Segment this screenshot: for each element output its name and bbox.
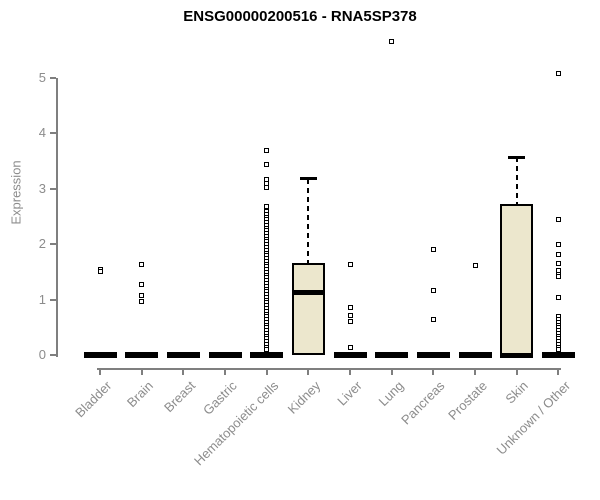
whisker-cap xyxy=(508,155,526,159)
y-tick-label: 5 xyxy=(38,70,46,85)
median-line xyxy=(291,290,325,296)
x-axis-tick xyxy=(557,368,560,375)
outlier-point xyxy=(97,269,103,275)
zero-box-bar xyxy=(208,352,242,358)
y-axis-tick xyxy=(50,77,56,79)
outlier-point xyxy=(139,299,145,305)
zero-box-bar xyxy=(541,352,575,358)
outlier-point xyxy=(430,317,436,323)
y-axis-tick xyxy=(50,132,56,135)
outlier-point xyxy=(264,204,270,210)
x-category-label: Skin xyxy=(502,378,532,407)
x-axis-tick xyxy=(432,368,435,375)
x-axis-tick xyxy=(474,368,477,375)
box-rect xyxy=(500,204,534,355)
outlier-point xyxy=(555,261,561,267)
outlier-point xyxy=(555,346,561,352)
y-axis-tick xyxy=(50,187,56,190)
outlier-point xyxy=(347,312,353,318)
outlier-point xyxy=(347,344,353,350)
y-tick-label: 1 xyxy=(38,291,46,307)
x-category-label: Liver xyxy=(334,378,365,409)
x-category-label: Prostate xyxy=(444,378,490,423)
y-axis-line xyxy=(56,78,58,357)
x-axis-tick xyxy=(224,368,226,375)
outlier-point xyxy=(430,288,436,294)
outlier-point xyxy=(555,242,561,248)
y-axis-tick xyxy=(50,243,56,246)
outlier-point xyxy=(264,184,270,190)
x-category-label: Gastric xyxy=(199,378,240,418)
outlier-point xyxy=(139,261,145,267)
outlier-point xyxy=(555,274,561,280)
whisker-line xyxy=(307,178,310,264)
x-axis-tick xyxy=(390,368,393,375)
zero-box-bar xyxy=(125,352,159,358)
y-tick-label: 3 xyxy=(38,180,46,196)
outlier-point xyxy=(264,346,270,352)
x-category-label: Breast xyxy=(160,378,198,416)
x-axis-tick xyxy=(265,368,268,375)
y-tick-label: 2 xyxy=(38,236,46,252)
zero-box-bar xyxy=(333,352,367,358)
outlier-point xyxy=(555,71,561,77)
outlier-point xyxy=(264,162,270,168)
zero-box-bar xyxy=(250,352,284,358)
outlier-point xyxy=(139,282,145,288)
outlier-point xyxy=(555,294,561,300)
zero-box-bar xyxy=(83,352,117,358)
x-axis-line xyxy=(97,368,561,370)
y-axis-tick xyxy=(50,354,56,356)
outlier-point xyxy=(347,318,353,324)
chart-title: ENSG00000200516 - RNA5SP378 xyxy=(183,8,417,25)
y-tick-label: 0 xyxy=(38,347,46,362)
x-category-label: Unknown / Other xyxy=(493,378,573,458)
x-category-label: Bladder xyxy=(72,378,115,421)
outlier-point xyxy=(389,39,395,45)
x-axis-tick xyxy=(182,368,185,375)
outlier-point xyxy=(555,251,561,257)
x-axis-tick xyxy=(515,368,518,375)
outlier-point xyxy=(347,261,353,267)
x-axis-tick xyxy=(307,368,310,375)
x-axis-tick xyxy=(349,368,352,375)
y-axis-tick xyxy=(50,298,56,301)
zero-box-bar xyxy=(166,352,200,358)
whisker-line xyxy=(515,157,518,205)
x-category-label: Kidney xyxy=(284,378,323,417)
zero-box-bar xyxy=(416,352,450,358)
outlier-point xyxy=(472,263,478,269)
x-axis-tick xyxy=(99,368,101,375)
y-tick-label: 4 xyxy=(38,125,46,141)
x-category-label: Lung xyxy=(375,378,407,410)
x-category-label: Pancreas xyxy=(398,378,448,428)
whisker-cap xyxy=(299,177,317,181)
outlier-point xyxy=(139,292,145,298)
outlier-point xyxy=(347,304,353,310)
x-category-label: Brain xyxy=(124,378,157,411)
x-axis-tick xyxy=(140,368,143,375)
outlier-point xyxy=(430,247,436,253)
outlier-point xyxy=(555,216,561,222)
zero-box-bar xyxy=(458,352,492,358)
zero-box-bar xyxy=(375,352,409,358)
box-rect xyxy=(291,263,325,355)
median-line xyxy=(500,352,534,358)
outlier-point xyxy=(264,147,270,153)
